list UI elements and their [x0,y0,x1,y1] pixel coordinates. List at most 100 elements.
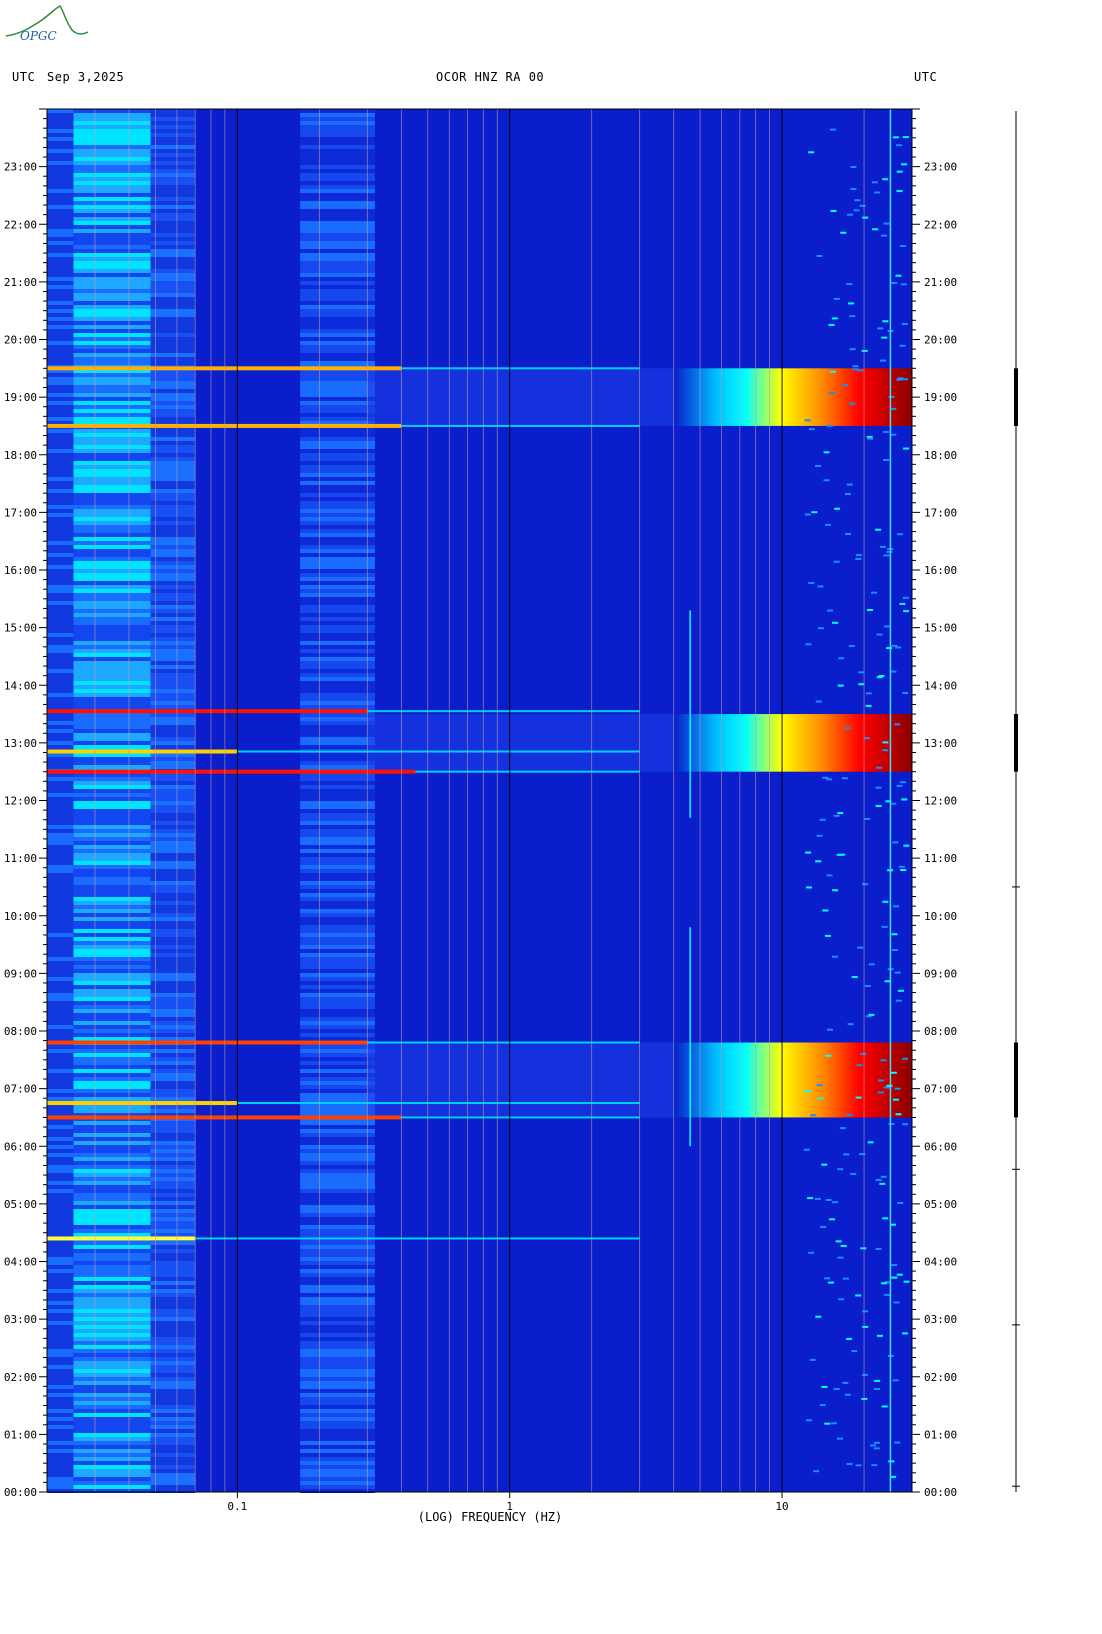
noise-speckle [862,883,869,886]
microseism-streak [150,1037,196,1041]
secondary-microseism-streak [300,1065,375,1069]
microseism-streak [47,1189,74,1193]
microseism-streak [73,597,151,601]
microseism-streak [150,913,196,917]
microseism-streak [47,1373,74,1377]
microseism-streak [150,513,196,517]
microseism-streak [73,1129,151,1133]
microseism-streak [47,261,74,265]
secondary-microseism-streak [300,841,375,845]
microseism-streak [150,1473,196,1477]
microseism-streak [150,157,196,161]
secondary-microseism-streak [300,909,375,913]
y-tick-label: 11:00 [4,852,37,865]
noise-speckle [857,946,864,949]
secondary-microseism-streak [300,1389,375,1393]
microseism-streak [73,1077,151,1081]
microseism-streak [47,373,74,377]
secondary-microseism-streak [300,1365,375,1369]
secondary-microseism-streak [300,1229,375,1233]
secondary-microseism-streak [300,1353,375,1357]
microseism-streak [150,453,196,457]
microseism-streak [73,661,151,665]
noise-speckle [814,1197,821,1200]
microseism-streak [73,1161,151,1165]
y-tick-label: 07:00 [924,1083,957,1096]
microseism-streak [47,529,74,533]
microseism-streak [150,1413,196,1417]
microseism-streak [150,401,196,405]
microseism-streak [47,401,74,405]
microseism-streak [150,621,196,625]
noise-speckle [827,609,834,612]
microseism-streak [150,889,196,893]
y-tick-label: 01:00 [924,1428,957,1441]
microseism-streak [73,357,151,361]
transient-line-tail [367,1041,640,1044]
noise-speckle [864,817,871,820]
microseism-streak [47,1441,74,1445]
microseism-streak [47,177,74,181]
noise-speckle [816,1084,823,1087]
microseism-streak [73,953,151,957]
secondary-microseism-streak [300,609,375,613]
microseism-streak [73,193,151,197]
microseism-streak [73,1065,151,1069]
noise-speckle [837,1256,844,1259]
noise-speckle [829,370,836,373]
microseism-streak [47,201,74,205]
microseism-streak [150,957,196,961]
microseism-streak [150,1009,196,1013]
microseism-streak [47,241,74,245]
transient-line [47,769,416,774]
noise-speckle [824,1277,831,1280]
noise-speckle [807,1197,814,1200]
microseism-streak [73,641,151,645]
microseism-streak [47,1285,74,1289]
secondary-microseism-streak [300,277,375,281]
microseism-streak [73,325,151,329]
noise-speckle [880,1059,887,1062]
microseism-streak [47,1077,74,1081]
noise-speckle [842,1381,849,1384]
secondary-microseism-streak [300,485,375,489]
noise-speckle [833,297,840,300]
secondary-microseism-streak [300,705,375,709]
noise-speckle [880,234,887,237]
microseism-streak [73,693,151,697]
microseism-streak [150,521,196,525]
noise-speckle [816,254,823,257]
microseism-streak [73,985,151,989]
secondary-microseism-streak [300,1209,375,1213]
noise-speckle [850,165,857,168]
microseism-streak [47,361,74,365]
microseism-streak [150,1429,196,1433]
microseism-streak [150,1377,196,1381]
microseism-streak [73,257,151,261]
secondary-microseism-streak [300,637,375,641]
microseism-streak [150,1249,196,1253]
microseism-streak [47,1081,74,1085]
microseism-streak [73,413,151,417]
microseism-streak [47,837,74,841]
secondary-microseism-streak [300,273,375,277]
microseism-streak [73,1105,151,1109]
secondary-microseism-streak [300,501,375,505]
secondary-microseism-streak [300,1409,375,1413]
microseism-streak [47,1469,74,1473]
microseism-streak [47,1225,74,1229]
microseism-streak [150,877,196,881]
microseism-streak [47,889,74,893]
microseism-streak [73,249,151,253]
microseism-streak [150,1125,196,1129]
microseism-streak [47,1341,74,1345]
microseism-streak [47,1201,74,1205]
secondary-microseism-streak [300,1057,375,1061]
secondary-microseism-streak [300,817,375,821]
noise-speckle [822,776,829,779]
microseism-streak [73,321,151,325]
microseism-streak [47,581,74,585]
microseism-streak [150,777,196,781]
microseism-streak [73,969,151,973]
noise-speckle [883,459,890,462]
